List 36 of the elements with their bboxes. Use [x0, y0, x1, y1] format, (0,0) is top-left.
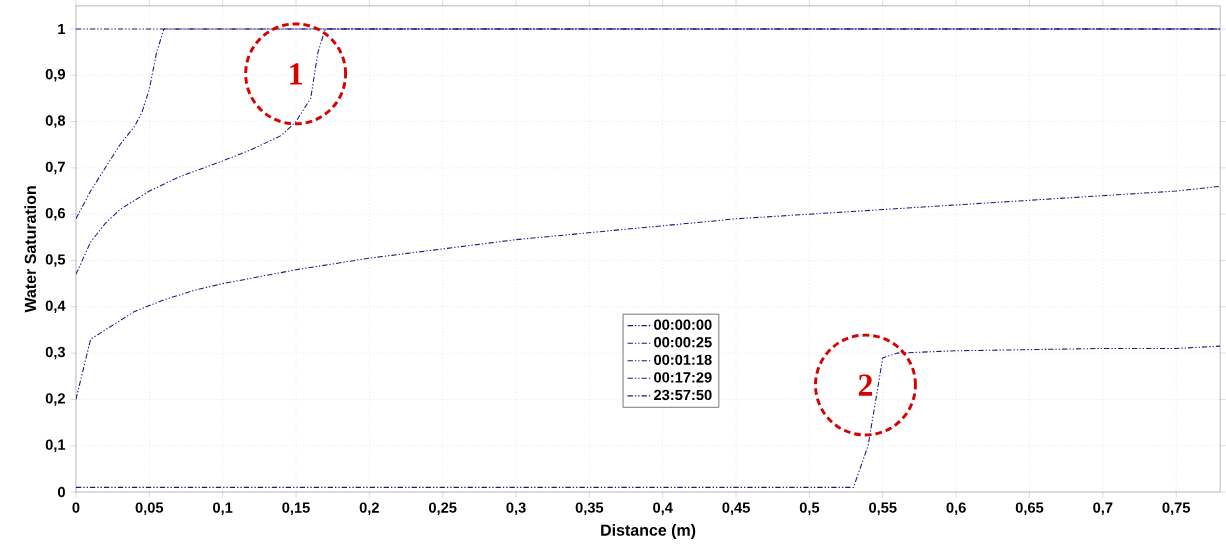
y-tick-label: 0,1	[45, 439, 66, 452]
y-tick-label: 0,3	[45, 346, 66, 360]
x-tick-label: 0,2	[359, 502, 379, 515]
x-tick-label: 0,65	[1015, 502, 1044, 515]
y-tick-label: 0,4	[45, 300, 66, 314]
legend-label: 00:17:29	[654, 372, 712, 383]
x-axis-title: Distance (m)	[601, 524, 696, 539]
y-tick-label: 0,5	[45, 254, 66, 267]
x-tick-label: 0,1	[213, 502, 233, 515]
y-tick-label: 1	[58, 23, 66, 35]
y-axis-title: Water Saturation	[24, 186, 37, 313]
y-tick-label: 0,7	[45, 161, 65, 175]
x-tick-label: 0,05	[135, 502, 164, 515]
y-tick-label: 0,9	[45, 69, 66, 82]
annotation: 2	[858, 374, 873, 396]
legend-label: 00:00:25	[654, 337, 712, 348]
x-tick-label: 0,3	[506, 502, 526, 515]
x-tick-label: 0,4	[653, 502, 673, 515]
legend-label: 00:01:18	[654, 354, 712, 366]
legend-label: 00:00:00	[654, 319, 712, 330]
annotation: 1	[290, 63, 302, 85]
y-tick-label: 0,8	[45, 115, 66, 128]
x-tick-label: 0,7	[1093, 502, 1113, 515]
x-tick-label: 0,75	[1162, 502, 1191, 515]
x-tick-label: 0,6	[946, 502, 966, 515]
x-tick-label: 0	[72, 502, 80, 513]
x-tick-label: 0,55	[869, 502, 897, 515]
x-tick-label: 0,45	[722, 502, 750, 515]
y-tick-label: 0	[57, 486, 65, 498]
y-tick-label: 0,2	[45, 393, 65, 406]
x-tick-label: 0,25	[429, 502, 457, 515]
y-tick-label: 0,6	[45, 207, 66, 221]
legend-label: 23:57:50	[654, 389, 712, 401]
x-tick-label: 0,35	[575, 502, 604, 515]
x-tick-label: 0,5	[799, 502, 820, 515]
x-tick-label: 0,15	[282, 502, 310, 515]
